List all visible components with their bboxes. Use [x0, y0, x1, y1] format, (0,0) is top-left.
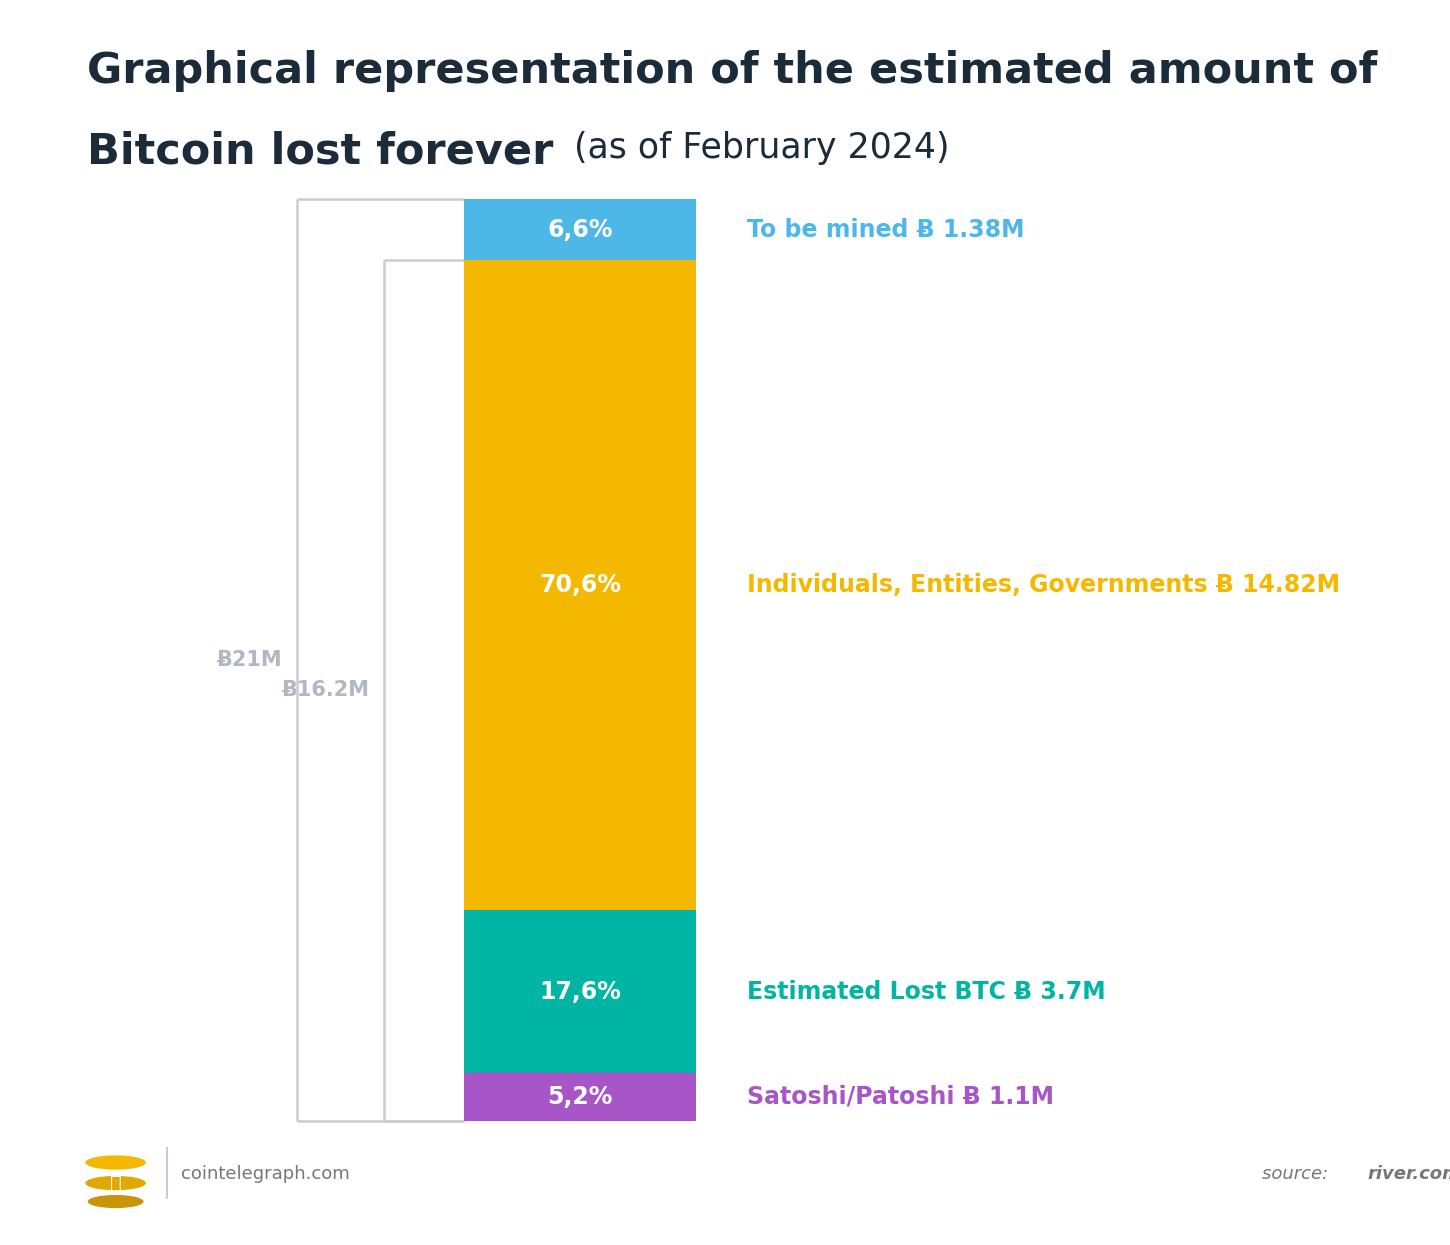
Text: Estimated Lost BTC Ƀ 3.7M: Estimated Lost BTC Ƀ 3.7M: [747, 980, 1105, 1003]
Text: Ƀ21M: Ƀ21M: [218, 650, 283, 670]
Text: Graphical representation of the estimated amount of: Graphical representation of the estimate…: [87, 50, 1377, 92]
Text: 17,6%: 17,6%: [539, 980, 621, 1003]
Text: Bitcoin lost forever: Bitcoin lost forever: [87, 131, 554, 173]
FancyBboxPatch shape: [464, 1073, 696, 1120]
Text: 5,2%: 5,2%: [547, 1084, 613, 1108]
Ellipse shape: [86, 1155, 146, 1169]
Bar: [464, 199, 696, 260]
Text: 70,6%: 70,6%: [539, 573, 621, 598]
Text: cointelegraph.com: cointelegraph.com: [181, 1165, 349, 1183]
Bar: [464, 1073, 696, 1120]
Text: Ƀ16.2M: Ƀ16.2M: [281, 680, 370, 700]
Ellipse shape: [87, 1195, 144, 1208]
Bar: [464, 910, 696, 1073]
Bar: [464, 260, 696, 910]
Text: Satoshi/Patoshi Ƀ 1.1M: Satoshi/Patoshi Ƀ 1.1M: [747, 1084, 1054, 1108]
Text: (as of February 2024): (as of February 2024): [563, 131, 950, 164]
Text: 6,6%: 6,6%: [547, 218, 613, 242]
Text: 6,6%: 6,6%: [547, 218, 613, 242]
Text: source:: source:: [1262, 1165, 1334, 1183]
Text: 5,2%: 5,2%: [547, 1084, 613, 1108]
Text: To be mined Ƀ 1.38M: To be mined Ƀ 1.38M: [747, 218, 1024, 242]
Text: ₿: ₿: [110, 1174, 122, 1193]
Text: river.com: river.com: [1367, 1165, 1450, 1183]
Ellipse shape: [86, 1177, 146, 1190]
FancyBboxPatch shape: [464, 199, 696, 260]
Text: Individuals, Entities, Governments Ƀ 14.82M: Individuals, Entities, Governments Ƀ 14.…: [747, 573, 1340, 598]
